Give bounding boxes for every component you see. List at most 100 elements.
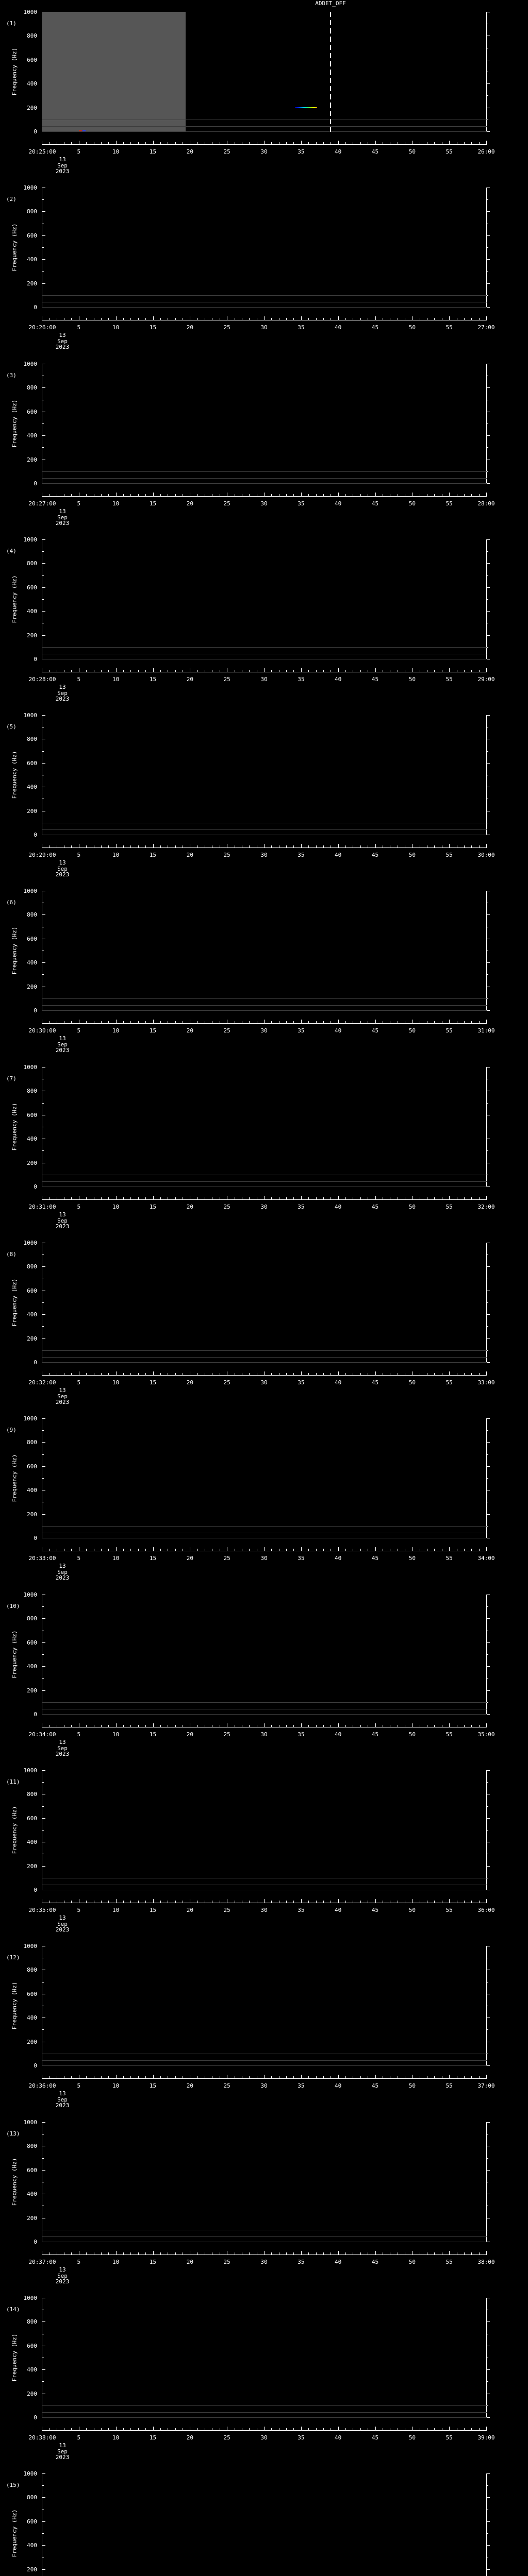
x-tick — [286, 1021, 287, 1023]
y-tick — [487, 751, 488, 752]
x-tick-label: 20 — [186, 148, 193, 155]
y-tick — [487, 1678, 488, 1679]
plot-area — [42, 539, 486, 659]
x-tick-label: 20 — [186, 324, 193, 331]
y-tick-label: 200 — [27, 632, 37, 639]
x-tick-label: 5 — [77, 500, 81, 507]
x-tick-label: 15 — [149, 2434, 157, 2441]
y-tick-label: 800 — [27, 560, 37, 567]
x-tick — [108, 670, 109, 672]
date-label: 13 Sep 2023 — [47, 1387, 78, 1405]
y-tick-label: 400 — [27, 2366, 37, 2374]
x-end-time-label: 38:00 — [477, 2259, 495, 2265]
x-tick — [449, 1723, 450, 1727]
x-tick — [345, 1725, 346, 1727]
y-axis-title: Frequency (Hz) — [11, 1981, 18, 2030]
x-tick-label: 50 — [408, 2434, 416, 2441]
x-tick-label: 30 — [260, 1907, 268, 1913]
x-tick — [175, 1197, 176, 1199]
x-tick — [130, 2252, 131, 2255]
y-tick-label: 400 — [27, 1487, 37, 1494]
x-tick — [116, 1547, 117, 1551]
x-tick-label: 15 — [149, 1731, 157, 1738]
y-tick-label: 600 — [27, 2518, 37, 2525]
x-tick-label: 5 — [77, 1555, 81, 1562]
y-tick-label: 800 — [27, 208, 37, 215]
x-tick — [360, 142, 361, 144]
y-tick — [487, 2381, 488, 2382]
x-end-time-label: 37:00 — [477, 2082, 495, 2089]
x-tick-label: 15 — [149, 676, 157, 683]
x-tick — [116, 493, 117, 496]
x-tick — [271, 2076, 272, 2078]
x-tick — [471, 2252, 472, 2255]
x-start-time-label: 20:37:00 — [28, 2259, 56, 2265]
x-tick — [116, 2427, 117, 2430]
x-tick-label: 45 — [371, 324, 379, 331]
date-line: 2023 — [55, 344, 70, 350]
x-tick — [360, 1549, 361, 1551]
y-tick — [42, 1150, 44, 1151]
y-tick-label: 200 — [27, 2390, 37, 2397]
y-tick — [487, 387, 490, 388]
x-tick-label: 5 — [77, 2082, 81, 2089]
x-tick — [478, 494, 480, 496]
x-tick-label: 35 — [298, 852, 305, 858]
y-tick — [42, 563, 45, 564]
x-tick — [101, 670, 102, 672]
date-line: 2023 — [55, 1399, 70, 1405]
x-tick — [116, 1723, 117, 1727]
x-tick — [323, 1549, 324, 1551]
x-tick-label: 25 — [223, 852, 230, 858]
x-tick — [486, 844, 487, 848]
x-tick — [123, 1725, 124, 1727]
x-tick — [86, 142, 87, 144]
right-y-spine — [486, 1595, 487, 1715]
date-line: Sep — [57, 337, 68, 345]
x-tick — [375, 1020, 376, 1023]
x-tick-label: 35 — [298, 500, 305, 507]
x-tick — [316, 318, 317, 320]
x-tick-label: 55 — [446, 324, 453, 331]
y-tick — [487, 914, 490, 916]
y-tick-label: 600 — [27, 1287, 37, 1294]
x-tick-label: 55 — [446, 1379, 453, 1386]
x-tick-label: 10 — [112, 2434, 120, 2441]
x-tick — [145, 2076, 146, 2078]
x-tick — [316, 2252, 317, 2255]
x-tick — [249, 1197, 250, 1199]
spectrogram-panel: (14) Frequency (Hz) 0 200 400 600 800 1000 20… — [0, 2286, 528, 2462]
x-tick — [338, 2427, 339, 2430]
date-line: 13 — [59, 1211, 66, 1218]
y-tick — [42, 1666, 45, 1667]
x-tick-label: 45 — [371, 1204, 379, 1210]
x-tick — [249, 2076, 250, 2078]
x-tick-label: 35 — [298, 1027, 305, 1034]
x-tick-label: 10 — [112, 1204, 120, 1210]
x-tick — [175, 494, 176, 496]
y-tick — [487, 2473, 490, 2474]
spectrogram-panel: (5) Frequency (Hz) 0 200 400 600 800 1000 20:… — [0, 703, 528, 879]
x-tick-label: 10 — [112, 324, 120, 331]
date-line: 13 — [59, 332, 66, 338]
y-tick — [487, 1642, 490, 1643]
y-tick — [42, 259, 45, 260]
x-tick — [71, 2428, 72, 2430]
x-tick — [101, 494, 102, 496]
freq-reference-line — [42, 647, 487, 648]
x-tick — [264, 316, 265, 320]
x-tick — [434, 318, 435, 320]
x-tick — [286, 1901, 287, 1903]
right-y-spine — [486, 2122, 487, 2242]
spectrogram-panel: (2) Frequency (Hz) 0 200 400 600 800 1000 20:… — [0, 176, 528, 352]
y-tick — [487, 1818, 490, 1819]
y-axis-title: Frequency (Hz) — [11, 1806, 18, 1854]
date-label: 13 Sep 2023 — [47, 1036, 78, 1054]
x-tick-label: 15 — [149, 1555, 157, 1562]
x-tick — [175, 670, 176, 672]
x-axis-line — [42, 496, 487, 497]
panel-index-label: (14) — [6, 2306, 20, 2313]
x-tick — [375, 1196, 376, 1199]
x-tick — [249, 2428, 250, 2430]
date-line: 2023 — [55, 1751, 70, 1757]
